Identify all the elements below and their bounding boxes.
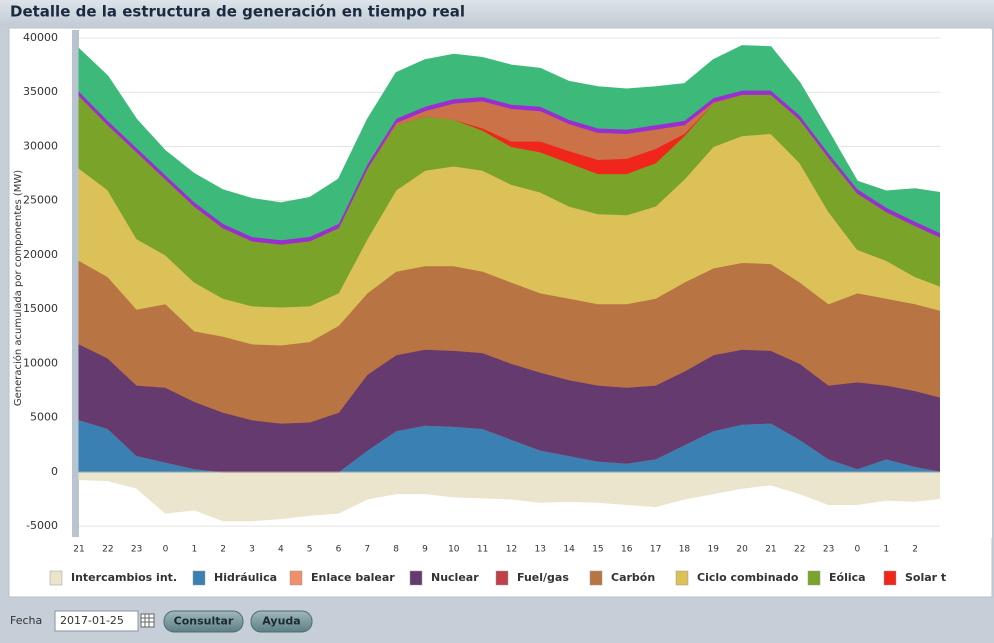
consult-button[interactable]	[163, 610, 244, 633]
x-tick-label: 13	[535, 545, 546, 555]
x-tick-label: 0	[163, 545, 169, 555]
legend-label: Enlace balear	[311, 571, 395, 584]
x-tick-label: 23	[131, 545, 142, 555]
x-tick-label: 15	[592, 545, 603, 555]
legend-swatch	[675, 570, 689, 586]
x-tick-label: 0	[855, 545, 861, 555]
x-tick-label: 22	[794, 545, 805, 555]
legend-label: Eólica	[829, 571, 866, 584]
x-tick-label: 21	[765, 545, 776, 555]
legend-label: Fuel/gas	[517, 571, 569, 584]
x-tick-label: 14	[563, 545, 575, 555]
x-tick-label: 22	[102, 545, 113, 555]
y-axis-title: Generación acumulada por componentes (MW…	[12, 170, 24, 406]
legend-swatch	[495, 570, 509, 586]
x-tick-label: 2	[220, 545, 226, 555]
x-tick-label: 8	[393, 545, 399, 555]
x-tick-label: 5	[307, 545, 313, 555]
y-tick-label: 40000	[23, 31, 58, 44]
x-tick-label: 23	[823, 545, 834, 555]
x-tick-label: 2	[912, 545, 918, 555]
date-label: Fecha	[10, 614, 42, 627]
legend-label: Ciclo combinado	[697, 571, 799, 584]
legend-swatch	[49, 570, 63, 586]
x-tick-label: 1	[883, 545, 889, 555]
x-tick-label: 10	[448, 545, 460, 555]
y-tick-label: 30000	[23, 139, 58, 152]
y-tick-label: 5000	[30, 411, 58, 424]
x-tick-label: 3	[249, 545, 255, 555]
x-tick-label: 20	[736, 545, 748, 555]
calendar-icon[interactable]	[140, 613, 155, 628]
y-tick-label: 25000	[23, 194, 58, 207]
x-tick-label: 6	[336, 545, 342, 555]
legend-label: Solar t	[905, 571, 946, 584]
help-button[interactable]	[250, 610, 313, 633]
y-tick-label: 0	[51, 465, 58, 478]
legend-swatch	[883, 570, 897, 586]
plot-cover	[940, 30, 992, 538]
date-input[interactable]	[54, 610, 139, 632]
legend-swatch	[807, 570, 821, 586]
y-tick-label: -5000	[26, 519, 58, 532]
x-tick-label: 11	[477, 545, 488, 555]
x-tick-label: 16	[621, 545, 633, 555]
legend-label: Carbón	[611, 571, 655, 584]
x-tick-label: 18	[679, 545, 691, 555]
x-tick-label: 9	[422, 545, 428, 555]
consult-button-label[interactable]: Consultar	[174, 615, 234, 628]
legend-swatch	[192, 570, 206, 586]
x-tick-label: 1	[191, 545, 197, 555]
chart: -5000 0 5000 10000 15000 20000 25000 30000 35000…	[12, 30, 992, 586]
x-tick-label: 12	[506, 545, 517, 555]
x-tick-label: 7	[364, 545, 370, 555]
legend-label: Intercambios int.	[71, 571, 177, 584]
legend-swatch	[589, 570, 603, 586]
x-tick-label: 17	[650, 545, 661, 555]
legend-swatch	[409, 570, 423, 586]
x-tick-label: 4	[278, 545, 284, 555]
page-title: Detalle de la estructura de generación e…	[10, 3, 465, 21]
x-tick-label: 19	[708, 545, 720, 555]
y-tick-label: 15000	[23, 302, 58, 315]
y-tick-label: 10000	[23, 356, 58, 369]
x-tick-label: 21	[73, 545, 84, 555]
help-button-label[interactable]: Ayuda	[262, 615, 300, 628]
legend-label: Nuclear	[431, 571, 479, 584]
header-bar	[0, 0, 994, 26]
legend-label: Hidráulica	[214, 571, 277, 584]
left-bar	[72, 30, 79, 537]
y-tick-label: 35000	[23, 85, 58, 98]
date-value[interactable]: 2017-01-25	[60, 614, 124, 627]
legend-swatch	[289, 570, 303, 586]
y-tick-label: 20000	[23, 248, 58, 261]
